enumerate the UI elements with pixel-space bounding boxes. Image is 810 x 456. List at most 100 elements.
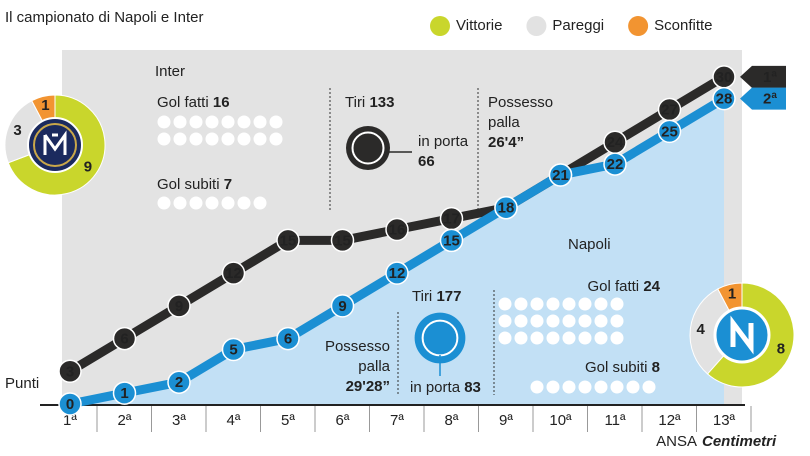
- x-tick-label: 1ª: [63, 412, 77, 429]
- stat-value: 133: [369, 94, 394, 111]
- rank-label: 2ª: [763, 91, 777, 108]
- stat-label: Possesso: [325, 338, 390, 355]
- stat: Tiri 133: [345, 94, 394, 111]
- data-label: 15: [334, 232, 351, 249]
- goal-dot: [610, 297, 624, 311]
- pie-label: 4: [697, 321, 706, 338]
- point: [276, 228, 300, 253]
- goal-dot: [594, 314, 608, 328]
- x-tick-label: 3ª: [172, 412, 186, 429]
- goal-dot: [578, 314, 592, 328]
- stat-label: Gol fatti: [157, 94, 209, 111]
- goal-dot: [237, 196, 251, 210]
- x-tick-label: 10ª: [549, 412, 572, 429]
- pie-label: 9: [84, 159, 92, 176]
- point: [494, 195, 518, 220]
- point: [330, 228, 355, 253]
- credit: Centimetri: [702, 433, 777, 450]
- y-axis-label: Punti: [5, 375, 39, 392]
- goal-dot: [546, 297, 560, 311]
- goal-dot: [514, 314, 528, 328]
- goal-dot: [189, 132, 203, 146]
- goal-dot: [610, 380, 624, 394]
- goal-dot: [514, 297, 528, 311]
- team-name: Inter: [155, 63, 185, 80]
- goal-dot: [562, 380, 576, 394]
- goal-dot: [610, 331, 624, 345]
- x-tick-label: 4ª: [227, 412, 241, 429]
- stat: Gol subiti 7: [157, 176, 232, 193]
- point: [439, 228, 464, 253]
- goal-dot: [498, 331, 512, 345]
- logo-ring: [33, 123, 77, 167]
- legend-label: Sconfitte: [654, 17, 712, 34]
- goal-dot: [626, 380, 640, 394]
- x-tick-label: 7ª: [390, 412, 404, 429]
- pie-label: 3: [13, 122, 21, 139]
- goal-dot: [562, 297, 576, 311]
- data-label: 27: [661, 102, 678, 119]
- data-label: 6: [284, 331, 292, 348]
- layer: Vittorie Pareggi Sconfitte 1ª 2ª 3ª 4ª 5ª 6ª 7ª 8ª…: [4, 16, 795, 450]
- stat-value: 16: [213, 94, 230, 111]
- point: [330, 294, 355, 318]
- goal-dot: [530, 380, 544, 394]
- goal-dot: [562, 314, 576, 328]
- rank-flag: [740, 87, 786, 110]
- stat-label: Tiri: [412, 288, 432, 305]
- x-tick-label: 8ª: [445, 412, 459, 429]
- stat-label: Tiri: [345, 94, 365, 111]
- data-label: 25: [661, 123, 678, 140]
- point: [167, 294, 191, 318]
- data-label: 30: [716, 69, 733, 86]
- stat-label: Possesso: [488, 94, 553, 111]
- goal-dot: [610, 314, 624, 328]
- data-label: 24: [607, 134, 624, 151]
- goal-dot: [237, 132, 251, 146]
- stat-label: in porta: [418, 133, 469, 150]
- goal-dot: [546, 314, 560, 328]
- rank-flag: [740, 65, 786, 88]
- goal-dot: [189, 115, 203, 129]
- data-label: 15: [280, 232, 297, 249]
- stat-label: in porta: [410, 379, 461, 396]
- goal-dot: [253, 115, 267, 129]
- stat-label: Gol subiti: [157, 176, 220, 193]
- goal-dot: [578, 297, 592, 311]
- data-label: 5: [229, 341, 237, 358]
- point: [58, 392, 82, 416]
- logo-mark: [43, 130, 67, 155]
- goal-dot: [157, 132, 171, 146]
- legend-swatch: [430, 16, 450, 36]
- data-label: 12: [389, 265, 406, 282]
- stat-label: Gol fatti: [587, 278, 639, 295]
- goal-dot: [205, 115, 219, 129]
- goal-dot: [189, 196, 203, 210]
- data-label: 3: [66, 363, 74, 380]
- goal-dot: [578, 380, 592, 394]
- stat-label: Gol subiti: [585, 359, 648, 376]
- goal-dot: [221, 132, 235, 146]
- data-label: 0: [66, 396, 74, 413]
- stat-value: 24: [643, 278, 660, 295]
- data-label: 21: [552, 167, 569, 184]
- stat: Gol fatti 24: [587, 278, 660, 295]
- stat-label: palla: [358, 358, 390, 375]
- stat-value: 26'4”: [488, 134, 524, 151]
- x-tick-label: 9ª: [499, 412, 513, 429]
- rank-label: 1ª: [763, 69, 777, 86]
- stat: Gol subiti 8: [585, 359, 660, 376]
- data-label: 22: [607, 156, 624, 173]
- stat: in porta 83: [410, 379, 481, 396]
- goal-dot: [173, 115, 187, 129]
- point: [58, 359, 82, 384]
- data-label: 12: [225, 265, 242, 282]
- data-label: 9: [175, 298, 183, 315]
- legend-swatch: [526, 16, 547, 36]
- data-label: 1: [120, 385, 128, 402]
- stat: Gol fatti 16: [157, 94, 230, 111]
- point: [276, 326, 300, 351]
- legend-swatch: [628, 16, 649, 36]
- stat-value: 177: [436, 288, 461, 305]
